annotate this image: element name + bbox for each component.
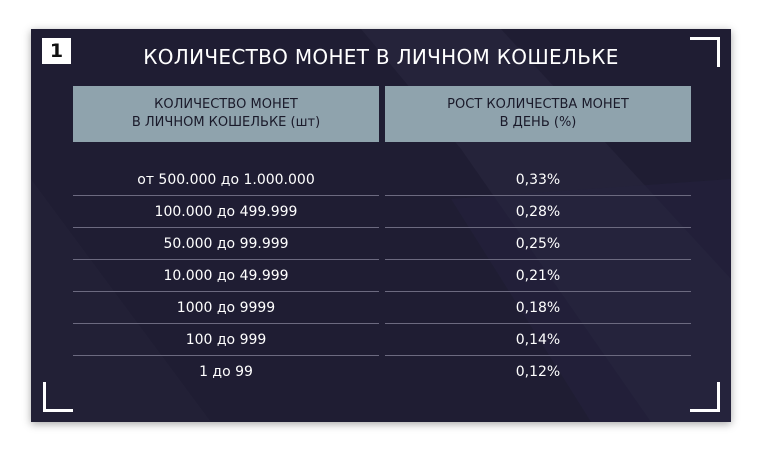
table-row: 1 до 99 0,12% [73, 356, 691, 388]
growth-cell: 0,25% [385, 228, 691, 260]
amount-cell: 100.000 до 499.999 [73, 196, 379, 228]
growth-cell: 0,14% [385, 324, 691, 356]
table-body: от 500.000 до 1.000.000 0,33% 100.000 до… [73, 164, 691, 388]
growth-cell: 0,28% [385, 196, 691, 228]
corner-bracket-bottom-left [43, 382, 73, 412]
table-row: от 500.000 до 1.000.000 0,33% [73, 164, 691, 196]
table-header-amount: КОЛИЧЕСТВО МОНЕТ В ЛИЧНОМ КОШЕЛЬКЕ (шт) [73, 86, 379, 142]
growth-cell: 0,21% [385, 260, 691, 292]
info-card: 1 КОЛИЧЕСТВО МОНЕТ В ЛИЧНОМ КОШЕЛЬКЕ КОЛ… [31, 29, 731, 422]
amount-cell: 1 до 99 [199, 364, 253, 380]
corner-bracket-top-right [690, 37, 720, 67]
amount-cell: 1000 до 9999 [73, 292, 379, 324]
amount-cell: 100 до 999 [73, 324, 379, 356]
card-title: КОЛИЧЕСТВО МОНЕТ В ЛИЧНОМ КОШЕЛЬКЕ [143, 45, 619, 69]
table-row: 100.000 до 499.999 0,28% [73, 196, 691, 228]
table-row: 10.000 до 49.999 0,21% [73, 260, 691, 292]
table-row: 1000 до 9999 0,18% [73, 292, 691, 324]
growth-cell: 0,33% [385, 164, 691, 196]
growth-cell: 0,18% [385, 292, 691, 324]
amount-cell: от 500.000 до 1.000.000 [73, 164, 379, 196]
table-row: 50.000 до 99.999 0,25% [73, 228, 691, 260]
growth-cell: 0,12% [515, 364, 561, 380]
corner-bracket-bottom-right [690, 382, 720, 412]
amount-cell: 50.000 до 99.999 [73, 228, 379, 260]
table-header-growth: РОСТ КОЛИЧЕСТВА МОНЕТ В ДЕНЬ (%) [385, 86, 691, 142]
amount-cell: 10.000 до 49.999 [73, 260, 379, 292]
step-number-badge: 1 [42, 38, 71, 64]
table-row: 100 до 999 0,14% [73, 324, 691, 356]
